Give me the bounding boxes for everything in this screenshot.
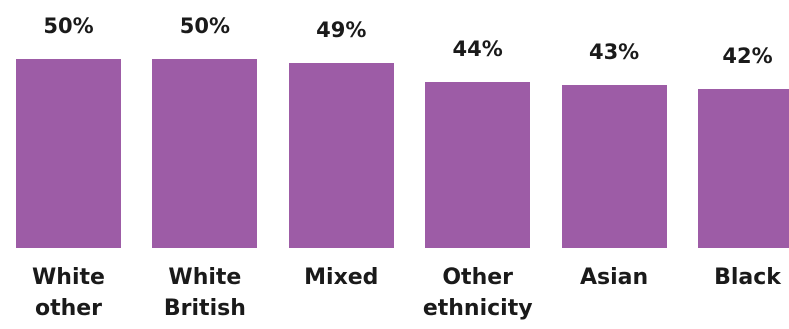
category-label: Other ethnicity xyxy=(422,265,533,321)
category-label: Asian xyxy=(580,265,649,290)
value-label: 42% xyxy=(722,44,773,69)
value-label: 49% xyxy=(316,17,367,42)
bar xyxy=(152,59,258,248)
category-label: Mixed xyxy=(304,265,379,290)
category-label: Black xyxy=(714,265,781,290)
bar xyxy=(698,89,789,248)
bar xyxy=(16,59,121,248)
bar xyxy=(288,62,394,248)
value-label: 43% xyxy=(588,40,640,65)
bar xyxy=(425,81,531,248)
value-label: 44% xyxy=(452,36,503,61)
category-label: White British xyxy=(163,265,246,321)
category-label: White other xyxy=(32,265,105,321)
value-label: 50% xyxy=(179,14,231,38)
value-label: 50% xyxy=(43,14,94,38)
bar xyxy=(561,85,667,248)
